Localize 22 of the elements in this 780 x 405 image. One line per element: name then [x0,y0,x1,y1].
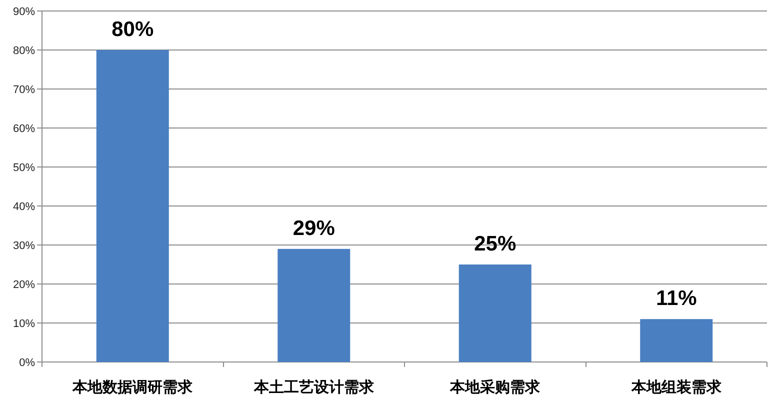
bar [458,264,532,362]
bar [640,319,713,362]
y-tick-label: 10% [12,318,36,330]
x-tick-label: 本地数据调研需求 [72,379,194,396]
x-tick-label: 本土工艺设计需求 [252,379,375,396]
y-tick-label: 60% [12,123,36,135]
data-label: 29% [292,216,336,240]
y-tick-label: 50% [12,162,36,174]
x-tick-label: 本地组装需求 [630,379,722,396]
data-label: 25% [474,232,516,256]
bar [96,50,169,362]
y-tick-label: 80% [12,45,36,57]
data-label: 11% [656,287,698,310]
y-tick-label: 90% [12,6,36,18]
y-tick-label: 40% [12,201,36,213]
bar [278,248,350,362]
x-tick-label: 本地采购需求 [449,379,542,396]
y-tick-label: 30% [12,240,36,252]
y-tick-label: 20% [12,279,36,291]
y-tick-label: 0% [19,357,36,369]
data-label: 80% [112,18,154,41]
y-tick-label: 70% [12,84,36,96]
